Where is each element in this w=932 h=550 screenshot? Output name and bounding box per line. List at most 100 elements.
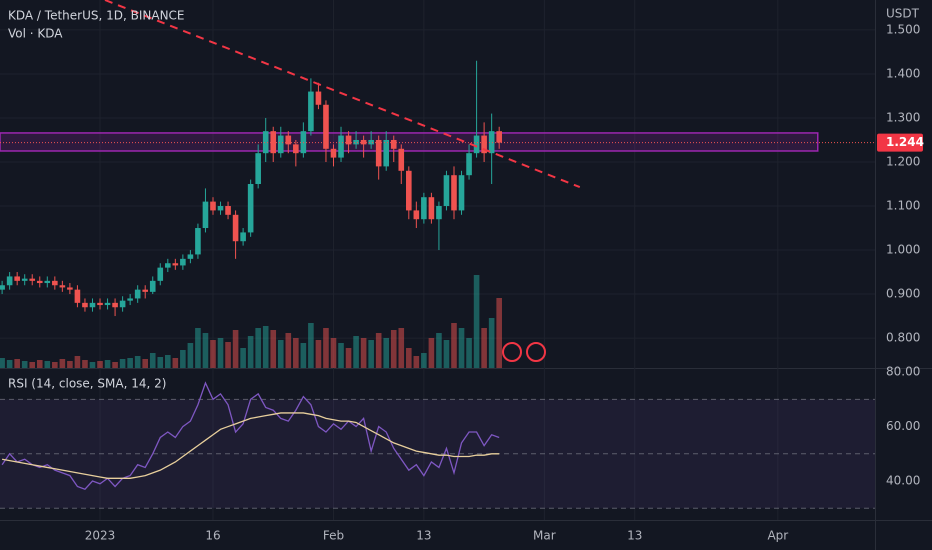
- candle-body: [421, 197, 427, 220]
- candle-body: [315, 91, 322, 105]
- trendline: [104, 0, 581, 189]
- candle-body: [481, 135, 487, 154]
- candle-body: [59, 285, 66, 288]
- x-tick-label: Mar: [533, 529, 556, 543]
- event-icons[interactable]: [502, 342, 546, 362]
- volume-bar: [232, 330, 239, 368]
- candle-body: [330, 148, 337, 158]
- volume-bar: [119, 359, 126, 368]
- candle-body: [187, 254, 194, 259]
- candle-body: [232, 214, 239, 242]
- candle-body: [52, 280, 58, 286]
- event-icon[interactable]: [502, 342, 522, 362]
- candle-body: [127, 298, 133, 301]
- volume-bar: [300, 343, 307, 368]
- rsi-band: [0, 399, 875, 509]
- candle-body: [149, 280, 156, 292]
- x-tick-label: Apr: [767, 529, 788, 543]
- candle-body: [458, 175, 465, 211]
- volume-bar: [104, 360, 111, 368]
- volume-bar: [164, 355, 171, 368]
- candle-body: [217, 206, 224, 211]
- volume-bar: [277, 340, 284, 368]
- rsi-tick-label: 60.00: [886, 419, 920, 433]
- candle-body: [466, 153, 472, 176]
- volume-bar: [142, 359, 149, 368]
- rsi-tick-label: 80.00: [886, 365, 920, 379]
- candle-body: [375, 139, 382, 167]
- volume-bar: [210, 340, 216, 368]
- candle-body: [451, 175, 457, 211]
- candle-body: [240, 232, 246, 242]
- candle-body: [247, 184, 254, 233]
- rsi-label: RSI (14, close, SMA, 14, 2): [8, 377, 166, 391]
- candle-body: [345, 135, 352, 145]
- candle-body: [142, 289, 149, 292]
- volume-bar: [149, 353, 156, 368]
- price-label-box: [877, 133, 923, 152]
- volume-bar: [323, 328, 329, 368]
- candle-body: [112, 302, 118, 308]
- y-tick-label: 1.500: [886, 22, 920, 36]
- candle-body: [443, 175, 450, 207]
- volume-bar: [360, 338, 367, 368]
- volume-bar: [44, 361, 51, 368]
- volume-bar: [375, 333, 382, 368]
- volume-bar: [21, 361, 28, 368]
- candle-body: [436, 206, 442, 220]
- candle-body: [180, 258, 186, 266]
- candle-body: [390, 139, 397, 149]
- volume-bar: [481, 328, 487, 368]
- candle-body: [398, 148, 405, 171]
- volume-bar: [406, 348, 412, 368]
- candle-body: [383, 139, 390, 167]
- volume-bar: [67, 361, 73, 368]
- volume-bar: [270, 330, 277, 368]
- x-tick-label: Feb: [323, 529, 344, 543]
- y-tick-label: 1.200: [886, 154, 920, 168]
- candle-body: [308, 91, 314, 132]
- x-tick-label: 16: [205, 529, 220, 543]
- volume-bar: [443, 340, 450, 368]
- volume-bar: [345, 348, 352, 368]
- volume-bar: [451, 323, 457, 368]
- volume-bar: [458, 328, 465, 368]
- rsi-tick-label: 40.00: [886, 474, 920, 488]
- x-tick-label: 13: [416, 529, 431, 543]
- candle-body: [406, 170, 412, 211]
- candle-body: [36, 280, 43, 284]
- candle-body: [6, 276, 13, 286]
- volume-bar: [308, 323, 314, 368]
- volume-bar: [368, 340, 374, 368]
- candle-body: [195, 228, 201, 255]
- event-icon[interactable]: [526, 342, 546, 362]
- volume-bar: [180, 350, 186, 368]
- candle-body: [0, 285, 5, 290]
- candle-body: [413, 210, 420, 220]
- volume-bar: [330, 338, 337, 368]
- volume-bar: [157, 357, 164, 368]
- volume-bar: [29, 362, 36, 368]
- candle-body: [262, 131, 269, 154]
- volume-bar: [473, 275, 480, 368]
- volume-bar: [97, 361, 103, 368]
- volume-bar: [436, 333, 442, 368]
- candle-body: [353, 139, 359, 145]
- y-tick-label: 1.300: [886, 110, 920, 124]
- volume-bar: [89, 362, 96, 368]
- candle-body: [89, 302, 96, 308]
- candle-body: [104, 302, 111, 306]
- candle-body: [119, 300, 126, 308]
- volume-bar: [338, 343, 344, 368]
- volume-bar: [383, 338, 390, 368]
- volume-bar: [202, 333, 209, 368]
- volume-bar: [240, 348, 246, 368]
- volume-bar: [293, 338, 299, 368]
- x-tick-label: 2023: [85, 529, 116, 543]
- candle-body: [74, 289, 81, 303]
- plot: 2023 16 Feb 13 Mar 13 Apr 0.800 0.900 1.000 1.100 1…: [0, 0, 924, 543]
- volume-bar: [172, 358, 179, 368]
- rsi-line: [1, 381, 500, 490]
